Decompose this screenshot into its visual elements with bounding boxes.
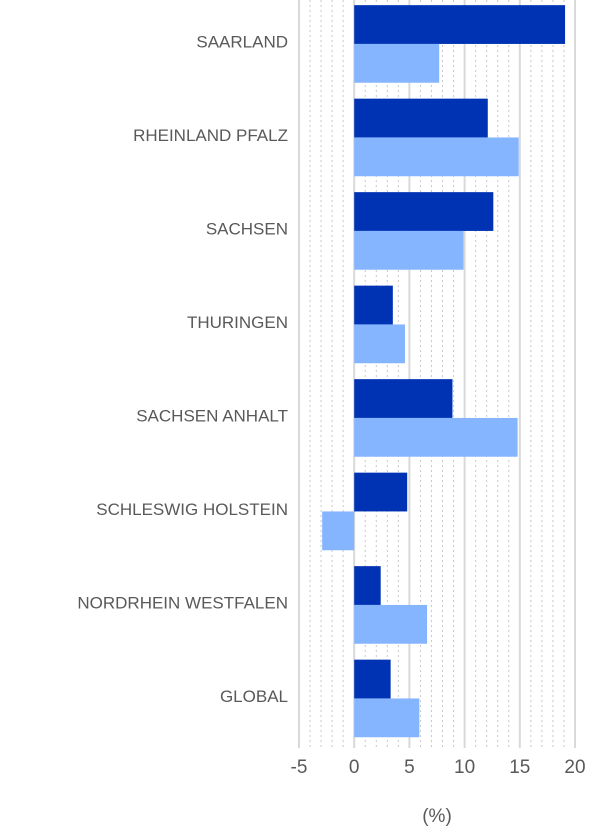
bar — [354, 472, 408, 512]
x-tick-label: 0 — [349, 757, 360, 778]
bar — [354, 43, 440, 83]
bar — [354, 324, 405, 364]
x-tick-label: 5 — [404, 757, 415, 778]
category-label: THURINGEN — [187, 313, 288, 332]
bar — [354, 230, 464, 270]
x-tick-label: 20 — [564, 757, 585, 778]
category-label: GLOBAL — [220, 687, 288, 706]
bar — [354, 137, 519, 177]
bar — [322, 511, 355, 551]
bar — [354, 379, 453, 418]
x-axis-label: (%) — [422, 806, 452, 827]
bar — [354, 604, 428, 644]
x-tick-label: 15 — [509, 757, 530, 778]
bar — [354, 98, 488, 138]
category-label: RHEINLAND PFALZ — [133, 126, 288, 145]
category-label: SACHSEN ANHALT — [136, 406, 288, 425]
category-label: NORDRHEIN WESTFALEN — [77, 593, 288, 612]
bar — [354, 5, 566, 44]
bar — [354, 566, 381, 605]
bar — [354, 417, 518, 457]
bar — [354, 698, 420, 738]
bar — [354, 285, 393, 325]
bar — [354, 659, 391, 699]
category-label: SCHLESWIG HOLSTEIN — [96, 500, 288, 519]
x-tick-label: -5 — [291, 757, 308, 778]
category-label: SAARLAND — [196, 32, 288, 51]
bar — [354, 192, 494, 231]
x-tick-label: 10 — [454, 757, 475, 778]
category-label: SACHSEN — [206, 219, 288, 238]
